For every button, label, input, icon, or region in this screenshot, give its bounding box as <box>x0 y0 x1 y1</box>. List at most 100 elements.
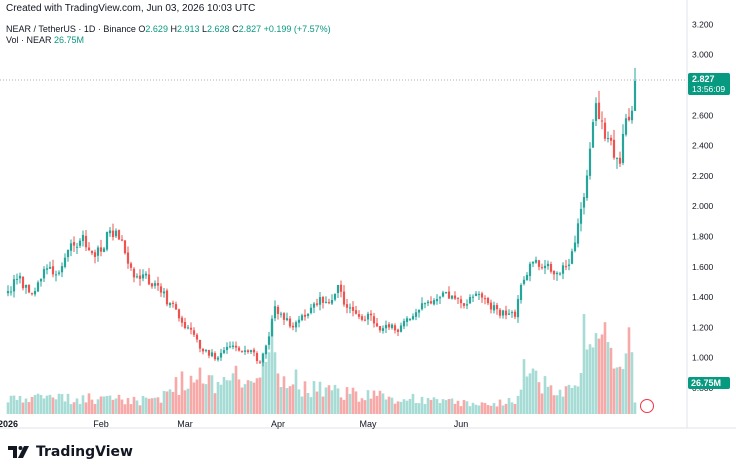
candle-body <box>147 274 151 285</box>
tradingview-logo[interactable]: TradingView <box>8 444 133 460</box>
volume-legend: Vol · NEAR 26.75M <box>6 35 84 45</box>
volume-bar <box>33 395 37 414</box>
volume-bar <box>255 378 259 414</box>
volume-bar <box>372 390 376 414</box>
candle-body <box>357 314 361 317</box>
candle-body <box>603 122 607 139</box>
volume-bar <box>453 403 457 414</box>
candle-body <box>486 298 490 304</box>
volume-bar <box>462 400 466 414</box>
candlestick-series <box>6 67 637 367</box>
candle-body <box>231 345 235 347</box>
volume-bar <box>270 321 274 414</box>
candle-body <box>429 301 433 304</box>
candle-body <box>240 350 244 352</box>
volume-bar <box>573 385 577 414</box>
last-price-tag <box>688 73 730 95</box>
volume-bar <box>45 395 49 414</box>
candle-body <box>75 246 79 248</box>
candle-body <box>384 324 388 329</box>
candle-body <box>153 283 157 286</box>
candle-body <box>126 252 130 264</box>
candle-body <box>612 139 616 158</box>
candle-body <box>492 305 496 311</box>
candle-body <box>309 307 313 313</box>
candle-body <box>63 257 67 267</box>
volume-bar <box>552 395 556 414</box>
candle-body <box>570 251 574 264</box>
candle-body <box>450 295 454 299</box>
candle-body <box>213 353 217 360</box>
volume-bar <box>105 395 109 414</box>
candle-body <box>78 240 82 246</box>
volume-bar <box>189 375 193 414</box>
volume-bar <box>588 344 592 414</box>
candle-body <box>585 175 589 198</box>
candle-body <box>6 291 10 294</box>
candle-body <box>624 118 628 135</box>
candle-body <box>183 321 187 329</box>
volume-bar <box>549 385 553 414</box>
candle-body <box>360 316 364 320</box>
volume-bar <box>282 376 286 414</box>
volume-bar <box>180 371 184 414</box>
candle-body <box>150 283 154 287</box>
candle-body <box>135 276 139 278</box>
candle-body <box>633 80 637 111</box>
price-tick-label: 2.600 <box>692 110 714 120</box>
volume-bar <box>432 397 436 414</box>
candle-body <box>192 330 196 335</box>
candle-body <box>267 336 271 345</box>
volume-bar <box>381 393 385 414</box>
candle-body <box>588 148 592 176</box>
open-label: O <box>138 24 146 34</box>
volume-bar <box>333 384 337 414</box>
volume-bar <box>417 403 421 414</box>
candle-body <box>540 267 544 269</box>
volume-bar <box>456 400 460 414</box>
candle-body <box>132 268 136 278</box>
volume-bar <box>471 402 475 414</box>
time-axis[interactable]: 2026 Feb Mar Apr May Jun <box>0 419 468 429</box>
candle-body <box>24 284 28 288</box>
price-tick-label: 2.000 <box>692 201 714 211</box>
volume-label[interactable]: Vol · NEAR <box>6 35 52 45</box>
volume-bar <box>315 391 319 414</box>
time-tick-label: Apr <box>271 419 285 429</box>
volume-bar <box>618 366 622 414</box>
candle-body <box>195 334 199 340</box>
candle-body <box>162 291 166 294</box>
volume-bar <box>285 388 289 414</box>
volume-bar <box>9 395 13 414</box>
volume-bar <box>6 402 10 414</box>
volume-bar <box>141 396 145 414</box>
volume-bar <box>348 393 352 414</box>
volume-bar <box>429 399 433 414</box>
volume-bar <box>567 384 571 414</box>
candle-body <box>138 275 142 279</box>
volume-bar <box>150 398 154 414</box>
candle-body <box>270 318 274 337</box>
high-label: H <box>170 24 177 34</box>
volume-bar <box>57 393 61 414</box>
volume-bar <box>72 402 76 414</box>
candle-body <box>627 116 631 121</box>
volume-bar <box>525 376 529 414</box>
alert-badge[interactable] <box>640 399 654 413</box>
candle-body <box>324 301 328 303</box>
volume-bar <box>240 387 244 414</box>
volume-bar <box>264 361 268 414</box>
candle-body <box>45 268 49 270</box>
candle-body <box>399 325 403 332</box>
candle-body <box>9 291 13 293</box>
candle-body <box>591 122 595 148</box>
volume-bar <box>243 384 247 414</box>
candle-body <box>174 304 178 310</box>
symbol-title[interactable]: NEAR / TetherUS · 1D · Binance <box>6 24 136 34</box>
candle-body <box>507 313 511 315</box>
candle-body <box>159 286 163 293</box>
candle-body <box>366 313 370 320</box>
candle-body <box>342 291 346 305</box>
volume-bar <box>345 387 349 414</box>
